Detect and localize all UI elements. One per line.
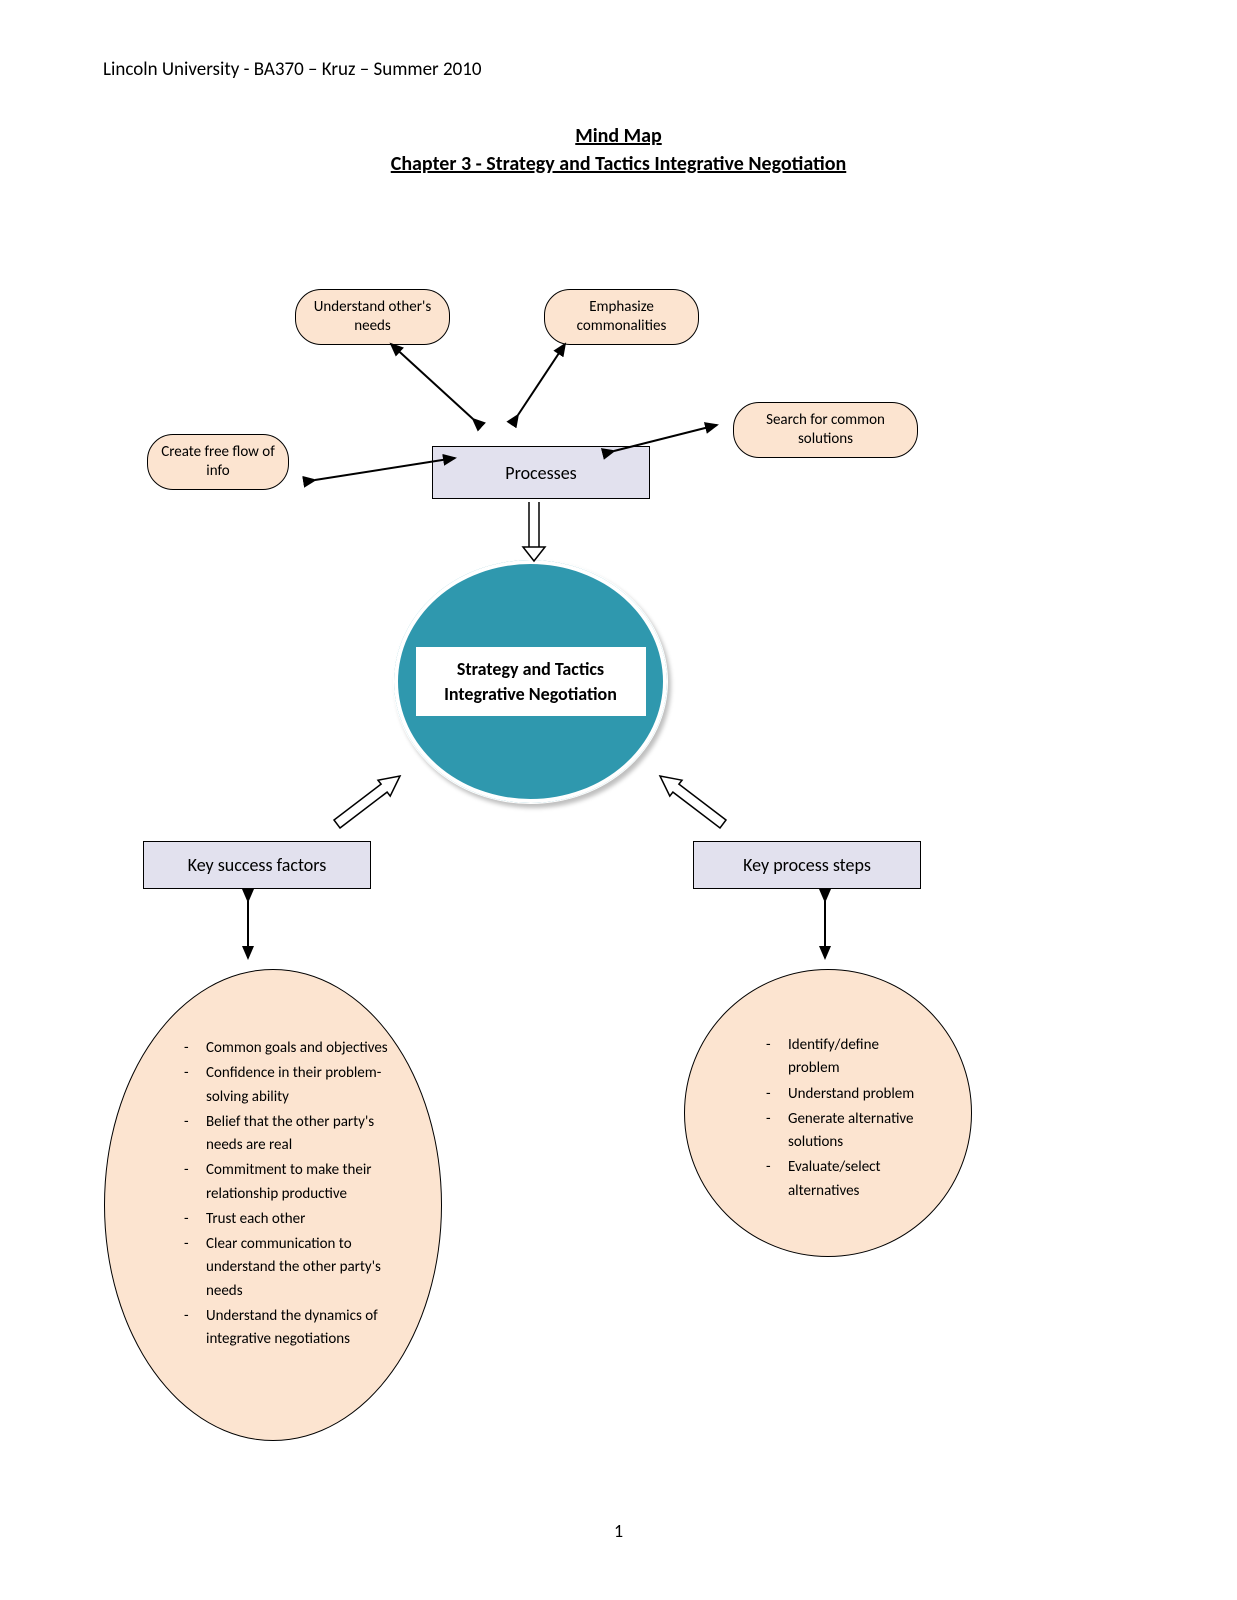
list-item: Trust each other — [178, 1208, 394, 1231]
node-label: Search for common solutions — [744, 411, 907, 449]
node-label: Processes — [505, 462, 576, 484]
node-label: Key success factors — [188, 854, 327, 876]
list-item: Understand the dynamics of integrative n… — [178, 1305, 394, 1352]
list-item: Belief that the other party's needs are … — [178, 1111, 394, 1158]
list-item: Clear communication to understand the ot… — [178, 1233, 394, 1303]
node-key-process: Key process steps — [693, 841, 921, 889]
success-factors-list: Common goals and objectivesConfidence in… — [178, 1037, 394, 1353]
success-factors-items: Common goals and objectivesConfidence in… — [178, 1037, 394, 1351]
title-line1: Mind Map — [575, 124, 661, 148]
node-key-success: Key success factors — [143, 841, 371, 889]
list-item: Identify/define problem — [760, 1034, 930, 1081]
center-node: Strategy and Tactics Integrative Negotia… — [393, 559, 668, 804]
node-create-flow: Create free flow of info — [147, 434, 289, 490]
node-processes: Processes — [432, 446, 650, 499]
list-item: Confidence in their problem-solving abil… — [178, 1062, 394, 1109]
node-search-common: Search for common solutions — [733, 402, 918, 458]
list-item: Evaluate/select alternatives — [760, 1156, 930, 1203]
node-understand-needs: Understand other's needs — [295, 289, 450, 345]
doc-title: Mind Map Chapter 3 - Strategy and Tactic… — [0, 122, 1237, 178]
node-label: Create free flow of info — [158, 443, 278, 481]
list-item: Understand problem — [760, 1083, 930, 1106]
process-steps-items: Identify/define problemUnderstand proble… — [760, 1034, 930, 1203]
node-label: Emphasize commonalities — [555, 298, 688, 336]
list-item: Common goals and objectives — [178, 1037, 394, 1060]
node-label: Key process steps — [743, 854, 871, 876]
list-item: Commitment to make their relationship pr… — [178, 1159, 394, 1206]
process-steps-list: Identify/define problemUnderstand proble… — [760, 1034, 930, 1205]
node-label: Understand other's needs — [306, 298, 439, 336]
list-item: Generate alternative solutions — [760, 1108, 930, 1155]
center-label: Strategy and Tactics Integrative Negotia… — [416, 647, 646, 716]
node-emphasize: Emphasize commonalities — [544, 289, 699, 345]
page-number: 1 — [0, 1520, 1237, 1542]
title-line2: Chapter 3 - Strategy and Tactics Integra… — [391, 152, 847, 176]
page-header: Lincoln University - BA370 – Kruz – Summ… — [103, 58, 482, 81]
